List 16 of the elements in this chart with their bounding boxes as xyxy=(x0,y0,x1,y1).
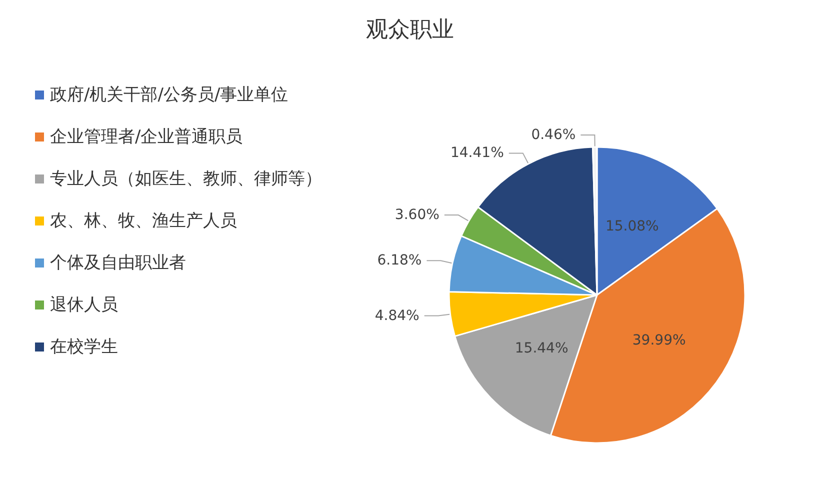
data-label: 39.99% xyxy=(632,332,686,349)
legend-label: 企业管理者/企业普通职员 xyxy=(50,127,243,147)
legend-label: 专业人员（如医生、教师、律师等） xyxy=(50,169,322,189)
data-label: 4.84% xyxy=(374,308,420,324)
legend-label: 农、林、牧、渔生产人员 xyxy=(50,211,237,231)
legend-label: 退休人员 xyxy=(50,295,118,315)
data-label: 6.18% xyxy=(377,252,422,269)
data-label: 0.46% xyxy=(531,127,576,144)
data-label: 15.44% xyxy=(514,340,568,356)
legend-label: 个体及自由职业者 xyxy=(50,253,186,273)
data-label: 3.60% xyxy=(394,207,440,224)
legend-label: 在校学生 xyxy=(50,337,118,357)
data-label: 15.08% xyxy=(605,218,659,234)
legend-label: 政府/机关干部/公务员/事业单位 xyxy=(50,85,288,105)
chart-title: 观众职业 xyxy=(366,18,454,42)
data-label: 14.41% xyxy=(450,145,504,162)
